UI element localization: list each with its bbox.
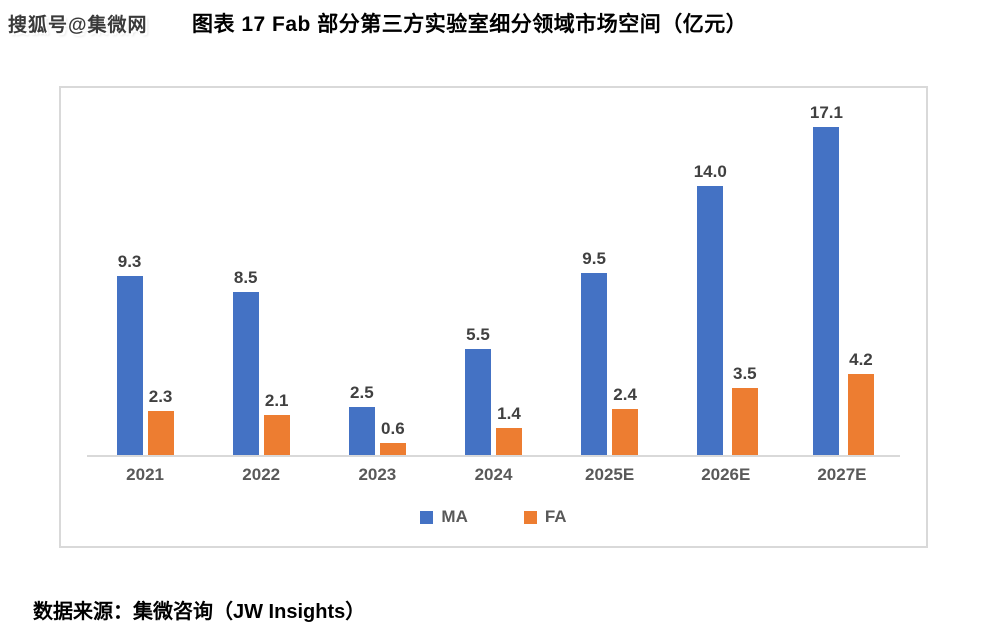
data-source-note: 数据来源：集微咨询（JW Insights）	[33, 601, 366, 623]
bar-group-2021: 9.3 2.3	[87, 252, 203, 455]
bar-value-label: 2.4	[613, 385, 637, 404]
bar-value-label: 1.4	[497, 404, 521, 423]
bar-wrap-fa: 4.2	[847, 350, 874, 455]
bar-wrap-ma: 8.5	[232, 268, 259, 455]
bar-value-label: 14.0	[693, 162, 727, 181]
bar-ma	[232, 292, 259, 455]
bar-wrap-ma: 2.5	[348, 383, 375, 455]
bar-value-label: 2.5	[350, 383, 374, 402]
bar-group-2025E: 9.5 2.4	[552, 249, 668, 455]
bar-ma	[581, 273, 608, 455]
x-tick-2023: 2023	[358, 465, 397, 484]
bar-value-label: 0.6	[381, 419, 405, 438]
bar-fa	[731, 388, 758, 455]
bar-fa	[612, 409, 639, 455]
x-tick-2024: 2024	[474, 465, 513, 484]
legend-item-ma: MA	[420, 507, 468, 527]
bar-wrap-ma: 5.5	[464, 325, 491, 455]
bar-value-label: 2.3	[148, 387, 173, 406]
bar-fa	[263, 415, 290, 455]
bar-value-label: 8.5	[233, 268, 258, 287]
bar-fa	[379, 443, 406, 455]
legend-label: MA	[441, 507, 468, 526]
bar-wrap-ma: 17.1	[810, 103, 843, 455]
bar-wrap-fa: 0.6	[379, 419, 406, 455]
chart-legend: MA FA	[61, 507, 926, 527]
x-tick-2027E: 2027E	[817, 465, 867, 484]
bar-ma	[697, 186, 724, 455]
bar-wrap-fa: 2.1	[263, 391, 290, 455]
bar-value-label: 9.3	[117, 252, 142, 271]
bar-wrap-ma: 9.5	[581, 249, 608, 455]
x-tick-2021: 2021	[126, 465, 164, 484]
bar-fa	[147, 411, 174, 455]
bar-ma	[348, 407, 375, 455]
bar-value-label: 4.2	[849, 350, 873, 369]
legend-swatch-icon	[420, 510, 434, 524]
legend-swatch-icon	[523, 510, 537, 524]
chart-title: 图表 17 Fab 部分第三方实验室细分领域市场空间（亿元）	[192, 13, 748, 36]
bar-ma	[116, 276, 143, 455]
plot-area: 9.3 2.3 8.5 2.1 2.5 0.6 5.5 1.4 9.5 2.4 14.0 3.5 17.…	[87, 96, 900, 457]
bar-wrap-ma: 14.0	[694, 162, 727, 455]
sohu-watermark: 搜狐号@集微网	[8, 15, 148, 36]
bar-fa	[847, 374, 874, 455]
bar-ma	[464, 349, 491, 455]
bar-value-label: 2.1	[264, 391, 289, 410]
bar-ma	[813, 127, 840, 455]
bar-value-label: 17.1	[809, 103, 843, 122]
bar-value-label: 5.5	[466, 325, 490, 344]
bar-group-2023: 2.5 0.6	[319, 383, 435, 455]
bar-group-2022: 8.5 2.1	[203, 268, 319, 455]
legend-item-fa: FA	[523, 507, 567, 527]
legend-label: FA	[544, 507, 567, 526]
bar-group-2026E: 14.0 3.5	[668, 162, 784, 455]
bar-value-label: 9.5	[582, 249, 606, 268]
x-tick-2026E: 2026E	[701, 465, 751, 484]
bar-group-2027E: 17.1 4.2	[784, 103, 900, 455]
bar-wrap-fa: 3.5	[731, 364, 758, 455]
bar-group-2024: 5.5 1.4	[435, 325, 551, 455]
bar-wrap-ma: 9.3	[116, 252, 143, 455]
chart-container: 9.3 2.3 8.5 2.1 2.5 0.6 5.5 1.4 9.5 2.4 14.0 3.5 17.…	[59, 86, 928, 548]
x-tick-2022: 2022	[242, 465, 281, 484]
x-axis-labels: 2021 2022 2023 2024 2025E 2026E 2027E	[87, 457, 900, 485]
x-tick-2025E: 2025E	[585, 465, 635, 484]
bar-fa	[495, 428, 522, 455]
bar-wrap-fa: 2.4	[612, 385, 639, 455]
bar-wrap-fa: 2.3	[147, 387, 174, 455]
bar-value-label: 3.5	[732, 364, 757, 383]
bar-wrap-fa: 1.4	[495, 404, 522, 455]
